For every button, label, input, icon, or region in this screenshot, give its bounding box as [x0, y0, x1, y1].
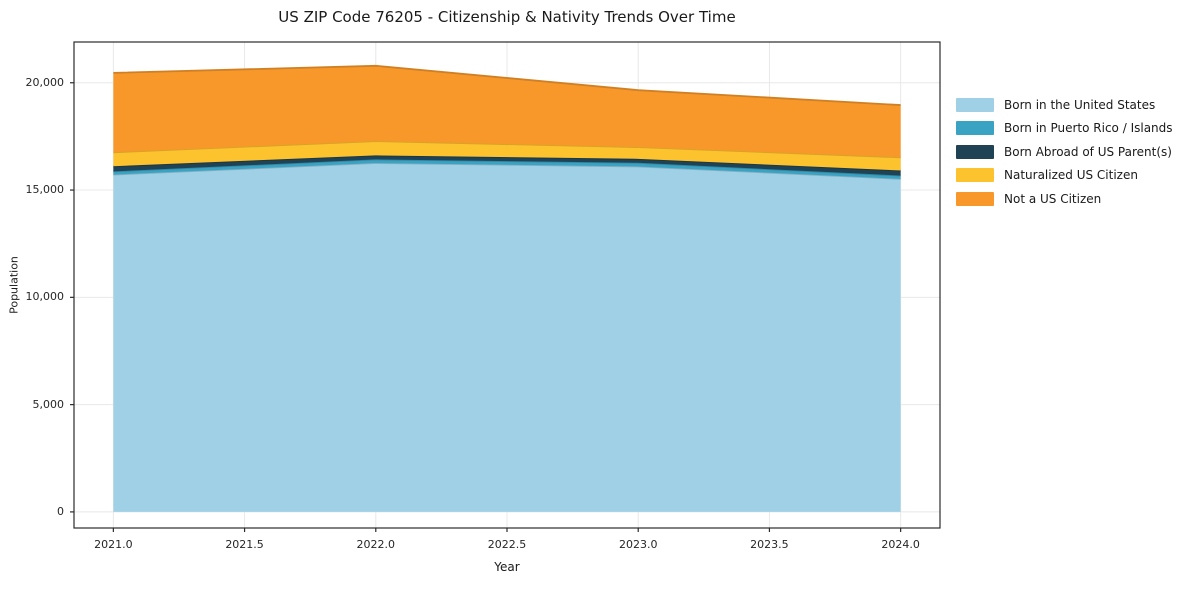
x-tick-label: 2021.0 — [94, 538, 133, 551]
x-tick-label: 2022.5 — [487, 538, 527, 551]
y-tick-label: 0 — [57, 504, 64, 518]
x-tick-label: 2024.0 — [881, 538, 920, 551]
chart-title: US ZIP Code 76205 - Citizenship & Nativi… — [278, 8, 736, 26]
legend-swatch-naturalized — [956, 168, 994, 183]
area-edge-series-4 — [113, 64, 901, 106]
x-tick-label: 2022.0 — [356, 538, 396, 551]
x-axis-label: Year — [494, 560, 520, 574]
legend: Born in the United States Born in Puerto… — [956, 93, 1186, 211]
x-tick-label: 2021.5 — [225, 538, 264, 551]
x-tick-label: 2023.0 — [618, 538, 658, 551]
y-tick-label: 5,000 — [32, 397, 65, 411]
area-series-4 — [113, 65, 901, 158]
y-tick-label: 20,000 — [25, 75, 65, 89]
y-tick-label: 15,000 — [25, 183, 65, 197]
legend-item: Born in the United States — [956, 93, 1186, 117]
x-tick-label: 2023.5 — [750, 538, 789, 551]
y-tick-label: 10,000 — [25, 290, 65, 304]
legend-item: Born Abroad of US Parent(s) — [956, 140, 1186, 164]
area-series-3 — [113, 141, 901, 171]
legend-label: Naturalized US Citizen — [1004, 168, 1138, 183]
legend-swatch-born-us — [956, 97, 994, 112]
area-series-2 — [113, 155, 901, 176]
area-series-0 — [113, 163, 901, 512]
legend-label: Not a US Citizen — [1004, 191, 1102, 206]
legend-label: Born in the United States — [1004, 97, 1156, 112]
legend-item: Not a US Citizen — [956, 187, 1186, 211]
legend-label: Born in Puerto Rico / Islands — [1004, 121, 1173, 136]
legend-label: Born Abroad of US Parent(s) — [1004, 144, 1172, 159]
area-series-1 — [113, 159, 901, 179]
legend-item: Naturalized US Citizen — [956, 164, 1186, 188]
legend-swatch-not-citizen — [956, 191, 994, 206]
legend-item: Born in Puerto Rico / Islands — [956, 117, 1186, 141]
legend-swatch-puerto-rico — [956, 121, 994, 136]
legend-swatch-born-abroad — [956, 144, 994, 159]
